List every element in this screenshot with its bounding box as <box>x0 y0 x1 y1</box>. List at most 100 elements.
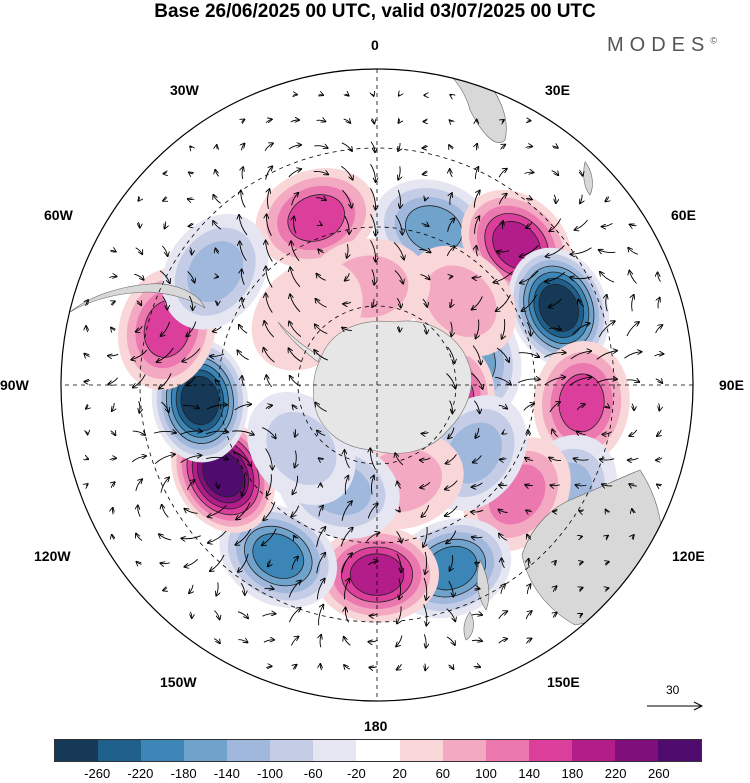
wind-arrow <box>605 588 608 590</box>
wind-arrow <box>498 611 508 620</box>
wind-arrow <box>215 380 218 382</box>
wind-arrow <box>602 431 612 435</box>
wind-arrow <box>425 663 426 671</box>
lon-label-90w: 90W <box>0 377 29 393</box>
wind-arrow <box>241 144 244 151</box>
wind-arrow <box>232 431 254 435</box>
wind-arrow <box>163 172 166 173</box>
wind-arrow <box>343 119 351 123</box>
wind-arrow <box>319 458 324 460</box>
wind-arrow <box>629 429 638 436</box>
wind-arrow <box>316 198 326 201</box>
lon-label-60e: 60E <box>671 207 696 223</box>
wind-arrow <box>399 578 401 600</box>
colorbar-swatch <box>442 740 486 761</box>
wind-arrow <box>372 94 373 96</box>
wind-arrow <box>215 248 218 254</box>
wind-arrow <box>262 528 277 546</box>
wind-arrow <box>449 400 453 414</box>
wind-arrow <box>527 535 532 540</box>
wind-arrow <box>472 537 483 538</box>
wind-arrow <box>320 664 321 671</box>
wind-arrow <box>264 321 275 338</box>
wind-arrow <box>290 294 301 313</box>
wind-arrow <box>419 250 430 253</box>
wind-arrow <box>398 325 399 332</box>
wind-arrow <box>632 509 634 513</box>
wind-arrow <box>290 267 301 288</box>
wind-arrow <box>502 120 504 122</box>
wind-arrow <box>111 301 115 304</box>
wind-arrow <box>449 555 452 571</box>
wind-arrow <box>423 526 428 547</box>
wind-arrow <box>266 214 272 236</box>
wind-arrow <box>473 667 481 668</box>
wind-arrow <box>545 271 566 282</box>
wind-arrow <box>626 380 640 382</box>
wind-arrow <box>294 217 297 234</box>
wind-arrow <box>319 95 323 96</box>
colorbar-swatch <box>528 740 572 761</box>
colorbar-swatch <box>356 740 400 761</box>
wind-arrow <box>370 448 377 470</box>
new-zealand <box>463 559 490 641</box>
wind-arrow <box>216 582 218 595</box>
colorbar-swatch <box>141 740 185 761</box>
colorbar-tick-label: 100 <box>475 766 497 781</box>
wind-arrow <box>549 298 562 308</box>
wind-arrow <box>424 634 426 647</box>
wind-arrow <box>398 189 400 208</box>
wind-arrow <box>396 531 402 542</box>
wind-arrow <box>344 579 350 600</box>
wind-arrow <box>575 219 588 230</box>
wind-arrow <box>315 324 328 335</box>
wind-arrow <box>450 169 453 178</box>
anomaly-blob <box>118 267 217 390</box>
colorbar-tick-label: -140 <box>213 766 240 781</box>
wind-arrow <box>370 141 375 153</box>
wind-arrow <box>216 481 219 489</box>
colorbar-swatch <box>55 740 99 761</box>
wind-arrow <box>288 145 301 150</box>
wind-arrow <box>267 189 269 210</box>
wind-arrow <box>239 215 248 236</box>
wind-arrow <box>580 614 582 616</box>
wind-arrow <box>570 277 593 279</box>
wind-arrow <box>313 171 328 174</box>
wind-arrow <box>316 527 326 548</box>
wind-arrow <box>266 293 273 313</box>
wind-arrow <box>136 325 143 332</box>
wind-arrow <box>139 401 140 413</box>
wind-arrow <box>576 404 585 411</box>
wind-arrow <box>602 484 613 486</box>
anomaly-blob <box>255 168 377 268</box>
wind-arrow <box>448 665 454 669</box>
wind-arrow <box>320 635 321 648</box>
colorbar-tick-label: -220 <box>127 766 154 781</box>
wind-arrow <box>344 637 351 646</box>
wind-arrow <box>502 432 503 434</box>
wind-arrow <box>371 476 373 495</box>
wind-arrow <box>570 377 592 386</box>
wind-arrow <box>112 508 113 515</box>
wind-arrow <box>164 221 165 229</box>
wind-arrow <box>136 301 142 305</box>
map-title: Base 26/06/2025 00 UTC, valid 03/07/2025… <box>154 1 596 22</box>
wind-arrow <box>86 300 88 307</box>
wind-arrow <box>289 348 302 363</box>
wind-arrow <box>624 352 641 359</box>
wind-arrow <box>159 270 170 283</box>
wind-arrow <box>372 118 375 123</box>
anomaly-field <box>118 168 630 623</box>
wind-arrow <box>527 584 530 594</box>
wind-arrow <box>318 249 324 252</box>
wind-arrow <box>658 272 661 282</box>
wind-arrow <box>423 120 426 121</box>
wind-arrow <box>132 431 145 435</box>
wind-arrow <box>423 604 427 625</box>
wind-arrow <box>316 553 326 574</box>
wind-arrow <box>294 536 296 538</box>
wind-arrow <box>268 559 270 567</box>
wind-arrow <box>446 454 457 463</box>
wind-arrow <box>234 404 251 411</box>
